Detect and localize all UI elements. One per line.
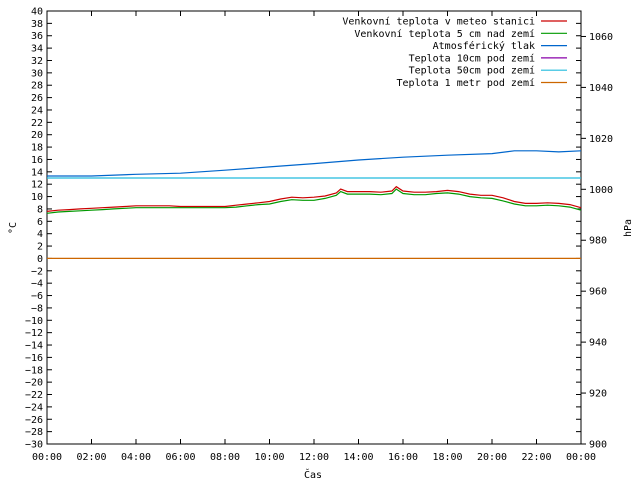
series-line-2 bbox=[47, 150, 582, 177]
x-tick-label: 08:00 bbox=[210, 452, 240, 463]
axes-layer: −30−28−26−24−22−20−18−16−14−12−10−8−6−4−… bbox=[25, 7, 613, 464]
series-line-0 bbox=[46, 185, 582, 212]
x-tick-label: 16:00 bbox=[388, 452, 418, 463]
y2-tick-label: 960 bbox=[589, 287, 607, 298]
y-tick-label: −22 bbox=[25, 390, 43, 401]
legend-label-1: Venkovní teplota 5 cm nad zemí bbox=[354, 28, 535, 40]
x-axis-label: Čas bbox=[304, 468, 322, 480]
y2-tick-label: 900 bbox=[589, 440, 607, 451]
y-tick-label: −18 bbox=[25, 365, 43, 376]
y-tick-label: 12 bbox=[31, 180, 43, 191]
y2-tick-label: 980 bbox=[589, 236, 607, 247]
y-tick-label: 2 bbox=[37, 242, 43, 253]
y-tick-label: −30 bbox=[25, 440, 43, 451]
y2-tick-label: 1020 bbox=[589, 134, 613, 145]
y-tick-label: 40 bbox=[31, 7, 43, 18]
y-tick-label: 38 bbox=[31, 19, 43, 30]
y-tick-label: −4 bbox=[31, 279, 43, 290]
y-tick-label: −28 bbox=[25, 427, 43, 438]
legend: Venkovní teplota v meteo staniciVenkovní… bbox=[342, 16, 567, 89]
x-tick-label: 10:00 bbox=[254, 452, 284, 463]
y-tick-label: −14 bbox=[25, 341, 43, 352]
y-tick-label: 30 bbox=[31, 68, 43, 79]
x-tick-label: 02:00 bbox=[76, 452, 106, 463]
y2-tick-label: 1000 bbox=[589, 185, 613, 196]
x-tick-label: 20:00 bbox=[477, 452, 507, 463]
y-tick-label: 34 bbox=[31, 44, 43, 55]
y-tick-label: 24 bbox=[31, 105, 43, 116]
y-tick-label: −10 bbox=[25, 316, 43, 327]
series-line-1 bbox=[46, 188, 582, 214]
y-tick-label: −26 bbox=[25, 415, 43, 426]
y-tick-label: 28 bbox=[31, 81, 43, 92]
y-tick-label: −20 bbox=[25, 378, 43, 389]
y-tick-label: −8 bbox=[31, 303, 43, 314]
legend-label-4: Teplota 50cm pod zemí bbox=[409, 65, 535, 77]
y-tick-label: 6 bbox=[37, 217, 43, 228]
x-tick-label: 00:00 bbox=[32, 452, 62, 463]
y2-axis-label: hPa bbox=[623, 219, 634, 237]
y-tick-label: 14 bbox=[31, 167, 43, 178]
x-tick-label: 12:00 bbox=[299, 452, 329, 463]
y2-tick-label: 940 bbox=[589, 338, 607, 349]
x-tick-label: 22:00 bbox=[521, 452, 551, 463]
y-tick-label: −12 bbox=[25, 328, 43, 339]
y-tick-label: −6 bbox=[31, 291, 43, 302]
series-layer bbox=[46, 150, 582, 259]
y2-tick-label: 1040 bbox=[589, 83, 613, 94]
x-tick-label: 00:00 bbox=[566, 452, 596, 463]
y-tick-label: 16 bbox=[31, 155, 43, 166]
y-tick-label: 8 bbox=[37, 204, 43, 215]
x-tick-label: 18:00 bbox=[432, 452, 462, 463]
legend-label-3: Teplota 10cm pod zemí bbox=[409, 52, 535, 64]
y-tick-label: 4 bbox=[37, 229, 43, 240]
x-tick-label: 04:00 bbox=[121, 452, 151, 463]
y-tick-label: 0 bbox=[37, 254, 43, 265]
y-tick-label: 10 bbox=[31, 192, 43, 203]
y2-tick-label: 1060 bbox=[589, 32, 613, 43]
legend-label-2: Atmosférický tlak bbox=[433, 40, 535, 52]
legend-label-5: Teplota 1 metr pod zemí bbox=[397, 77, 535, 89]
y-tick-label: 32 bbox=[31, 56, 43, 67]
x-tick-label: 14:00 bbox=[343, 452, 373, 463]
y-tick-label: 20 bbox=[31, 130, 43, 141]
y-axis-label: °C bbox=[8, 222, 19, 234]
x-tick-label: 06:00 bbox=[165, 452, 195, 463]
y-tick-label: 36 bbox=[31, 31, 43, 42]
y-tick-label: −16 bbox=[25, 353, 43, 364]
y-tick-label: 18 bbox=[31, 143, 43, 154]
y-tick-label: 22 bbox=[31, 118, 43, 129]
y2-tick-label: 920 bbox=[589, 389, 607, 400]
legend-label-0: Venkovní teplota v meteo stanici bbox=[342, 16, 535, 28]
y-tick-label: 26 bbox=[31, 93, 43, 104]
y-tick-label: −24 bbox=[25, 402, 43, 413]
y-tick-label: −2 bbox=[31, 266, 43, 277]
